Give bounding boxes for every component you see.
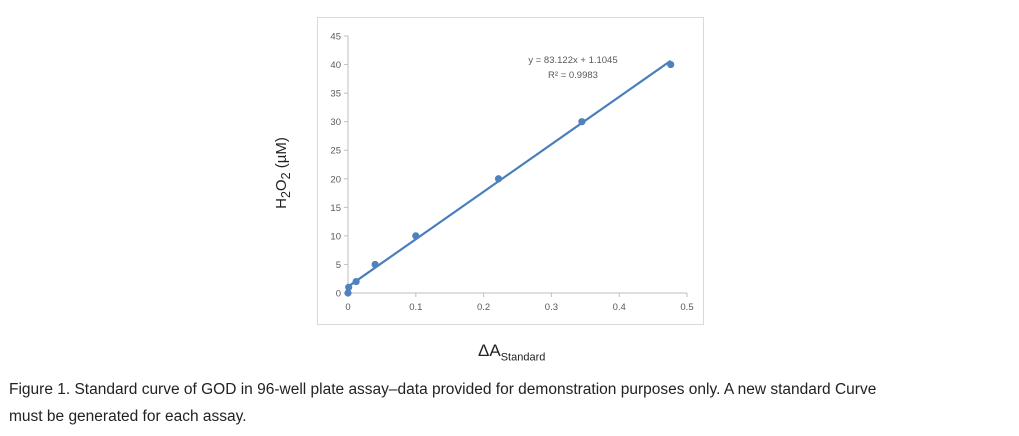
data-point xyxy=(371,260,379,269)
y-tick-label: 45 xyxy=(330,32,341,43)
x-tick-label: 0.5 xyxy=(680,302,693,313)
y-tick-label: 5 xyxy=(336,260,341,271)
caption-line-2: must be generated for each assay. xyxy=(9,408,247,425)
x-tick-label: 0.3 xyxy=(545,302,558,313)
data-point xyxy=(352,277,360,286)
trendline-equation: y = 83.122x + 1.1045 xyxy=(528,55,617,66)
data-point xyxy=(344,289,352,297)
data-point xyxy=(345,283,353,291)
caption-line-1: Figure 1. Standard curve of GOD in 96-we… xyxy=(9,381,877,398)
y-tick-label: 15 xyxy=(330,203,341,214)
data-point xyxy=(494,175,503,183)
y-tick-label: 25 xyxy=(330,146,341,157)
r-squared-label: R² = 0.9983 xyxy=(548,70,598,81)
x-axis-label: ΔAStandard xyxy=(478,341,546,364)
chart-plot: 0 5 10 15 20 25 30 35 40 45 0 0.1 0.2 0.3 0.4 0.5 y = 83… xyxy=(330,32,693,314)
data-point xyxy=(412,232,420,240)
y-tick-label: 30 xyxy=(330,117,341,128)
y-tick-label: 20 xyxy=(330,174,341,185)
x-tick-label: 0.2 xyxy=(477,302,490,313)
y-tick-label: 10 xyxy=(330,231,341,242)
y-axis-label: H2O2 (µM) xyxy=(273,137,293,209)
y-tick-label: 0 xyxy=(336,289,341,300)
x-tick-label: 0.4 xyxy=(613,302,626,313)
y-tick-label: 40 xyxy=(330,60,341,71)
trendline xyxy=(347,59,672,288)
chart-area: 0 5 10 15 20 25 30 35 40 45 0 0.1 0.2 0.3 0.4 0.5 y = 83… xyxy=(317,17,704,325)
figure-caption: Figure 1. Standard curve of GOD in 96-we… xyxy=(9,376,1015,430)
y-tick-label: 35 xyxy=(330,89,341,100)
x-tick-label: 0.1 xyxy=(409,302,422,313)
data-point xyxy=(667,60,675,69)
data-point xyxy=(578,118,586,126)
x-tick-label: 0 xyxy=(345,302,350,313)
